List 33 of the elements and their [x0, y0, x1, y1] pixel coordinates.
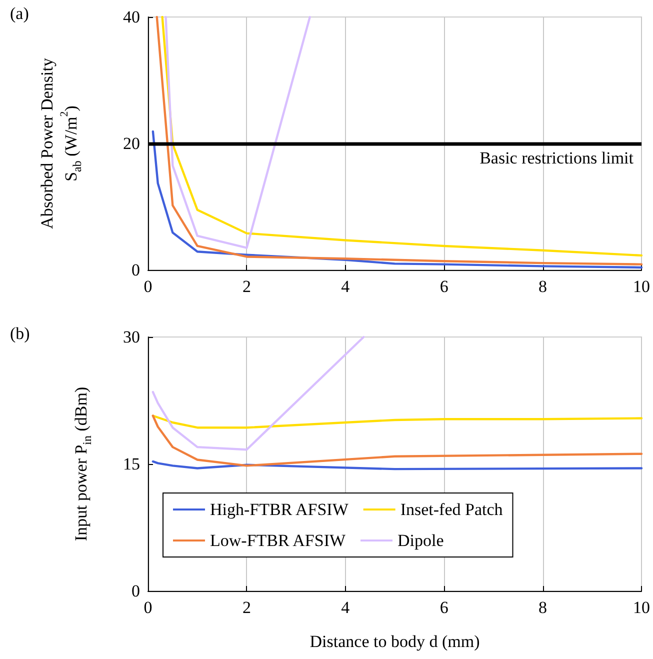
- chart-title: (b): [10, 324, 30, 343]
- legend-label: Low-FTBR AFSIW: [210, 531, 346, 550]
- x-tick-label: 0: [144, 277, 152, 296]
- y-tick-label: 0: [132, 260, 140, 280]
- x-tick-label: 6: [440, 598, 448, 617]
- x-tick-label: 8: [538, 277, 548, 296]
- x-tick-label: 10: [633, 277, 650, 296]
- x-tick-label: 8: [538, 598, 548, 617]
- y-axis-title: Input power Pin (dBm): [72, 386, 94, 542]
- x-tick-label: 2: [242, 598, 251, 617]
- y-tick-label: 20: [123, 134, 140, 153]
- x-axis-title: Distance to body d (mm): [310, 632, 480, 651]
- x-tick-label: 4: [341, 598, 350, 617]
- y-tick-label: 30: [123, 328, 140, 346]
- line-series: [152, 460, 643, 470]
- legend-label: Dipole: [397, 531, 444, 550]
- legend-label: Inset-fed Patch: [400, 500, 504, 519]
- line-series: [152, 130, 643, 269]
- x-tick-label: 0: [144, 598, 152, 617]
- x-tick-label: 2: [242, 277, 251, 296]
- x-tick-label: 10: [633, 598, 650, 617]
- y-tick-label: 40: [123, 8, 140, 26]
- line-series: [152, 414, 643, 467]
- x-tick-label: 6: [440, 277, 448, 296]
- ref-line-label: Basic restrictions limit: [480, 148, 634, 168]
- y-tick-label: 15: [123, 454, 140, 474]
- chart-title: (a): [10, 4, 29, 23]
- line-series: [164, 16, 311, 249]
- line-series: [152, 414, 643, 429]
- line-series: [152, 336, 365, 451]
- legend-label: High-FTBR AFSIW: [210, 500, 350, 519]
- x-tick-label: 4: [341, 277, 350, 296]
- y-tick-label: 0: [132, 582, 140, 600]
